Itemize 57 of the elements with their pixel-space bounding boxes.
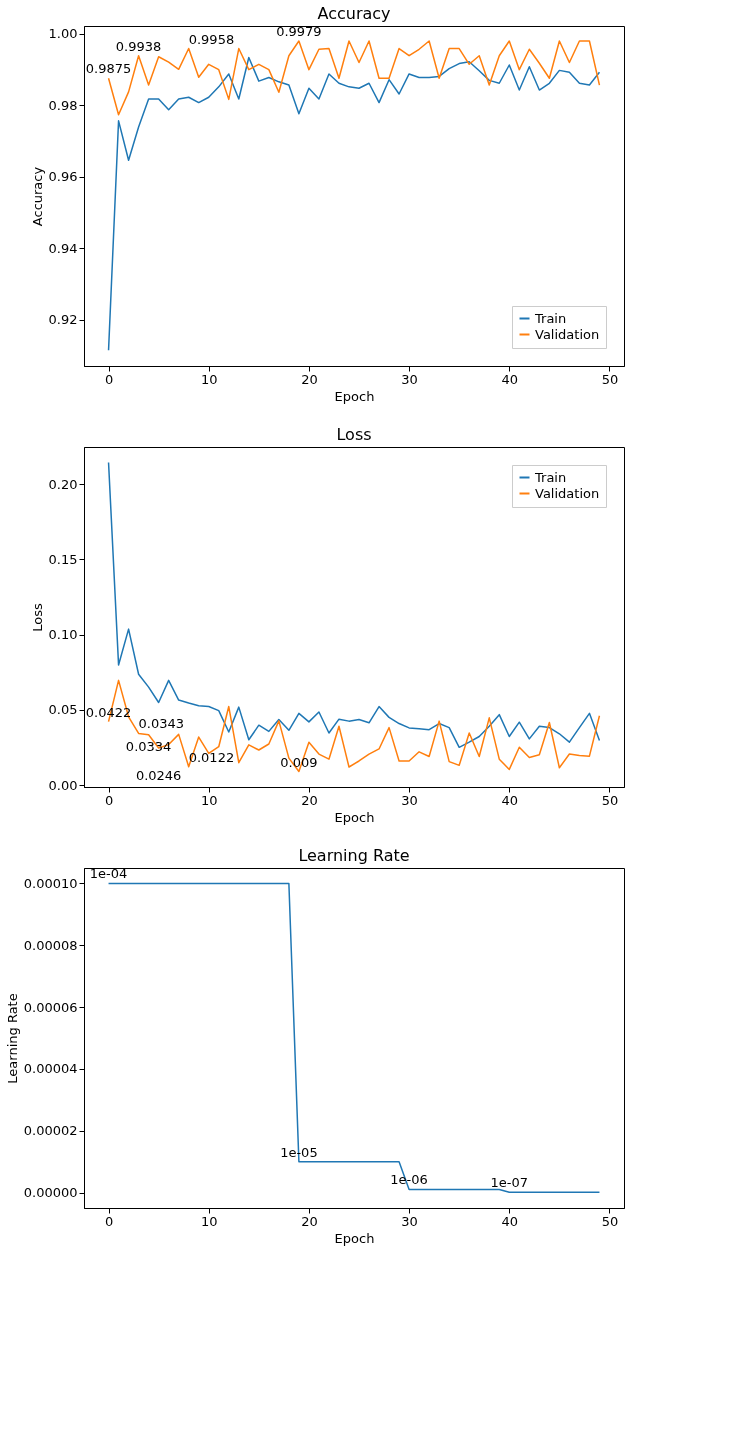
x-tick-label: 20 <box>301 1213 318 1229</box>
y-tick-label: 0.92 <box>48 312 78 328</box>
x-tick-label: 20 <box>301 371 318 387</box>
x-tick-label: 40 <box>501 792 519 808</box>
x-tick-label: 30 <box>401 371 418 387</box>
x-tick-label: 0 <box>104 792 114 808</box>
y-tick-label: 0.98 <box>48 97 78 113</box>
y-tick-label: 0.00002 <box>23 1123 78 1139</box>
x-axis-title: Epoch <box>334 809 375 825</box>
annotation: 1e-07 <box>490 1175 529 1191</box>
legend-label: Validation <box>535 485 600 501</box>
x-tick-label: 50 <box>601 371 619 387</box>
chart-title: Accuracy <box>317 4 391 23</box>
x-tick-label: 40 <box>501 1213 519 1229</box>
y-tick-label: 0.05 <box>48 702 78 718</box>
y-tick-label: 1.00 <box>48 26 78 42</box>
y-tick-label: 0.00008 <box>23 937 78 953</box>
x-tick-label: 30 <box>401 1213 418 1229</box>
x-tick-label: 20 <box>301 792 318 808</box>
y-tick-label: 0.00010 <box>23 875 78 891</box>
line-series <box>107 882 601 1193</box>
annotation: 0.9958 <box>188 31 235 47</box>
y-tick-label: 0.10 <box>48 627 78 643</box>
x-tick-label: 10 <box>200 1213 218 1229</box>
x-axis-title: Epoch <box>334 1230 375 1246</box>
legend-label: Train <box>534 469 567 485</box>
y-tick-label: 0.00000 <box>23 1185 78 1201</box>
x-axis-title: Epoch <box>334 388 375 404</box>
chart-title: Learning Rate <box>298 846 410 865</box>
y-tick-label: 0.00004 <box>23 1061 78 1077</box>
x-tick-label: 10 <box>200 792 218 808</box>
y-tick-label: 0.15 <box>48 551 78 567</box>
annotation: 0.0343 <box>138 716 185 732</box>
y-tick-label: 0.00 <box>48 777 78 793</box>
annotation: 0.9938 <box>115 38 162 54</box>
x-tick-label: 50 <box>601 792 619 808</box>
annotation: 0.0246 <box>135 768 182 784</box>
legend-label: Train <box>534 310 567 326</box>
y-tick-label: 0.20 <box>48 476 78 492</box>
chart-title: Loss <box>336 425 372 444</box>
y-axis-title: Learning Rate <box>4 993 20 1084</box>
annotation: 0.9875 <box>85 61 132 77</box>
x-tick-label: 30 <box>401 792 418 808</box>
x-tick-label: 0 <box>104 371 114 387</box>
x-tick-label: 50 <box>601 1213 619 1229</box>
legend-label: Validation <box>535 326 600 342</box>
x-tick-label: 10 <box>200 371 218 387</box>
y-tick-label: 0.94 <box>48 240 78 256</box>
y-tick-label: 0.00006 <box>23 999 78 1015</box>
x-tick-label: 40 <box>501 371 519 387</box>
y-axis-title: Accuracy <box>29 166 45 227</box>
x-tick-label: 0 <box>104 1213 114 1229</box>
y-axis-title: Loss <box>29 603 45 632</box>
annotation: 0.9979 <box>276 24 322 40</box>
annotation: 1e-04 <box>89 866 128 882</box>
y-tick-label: 0.96 <box>48 169 78 185</box>
annotation: 0.0334 <box>125 738 172 754</box>
